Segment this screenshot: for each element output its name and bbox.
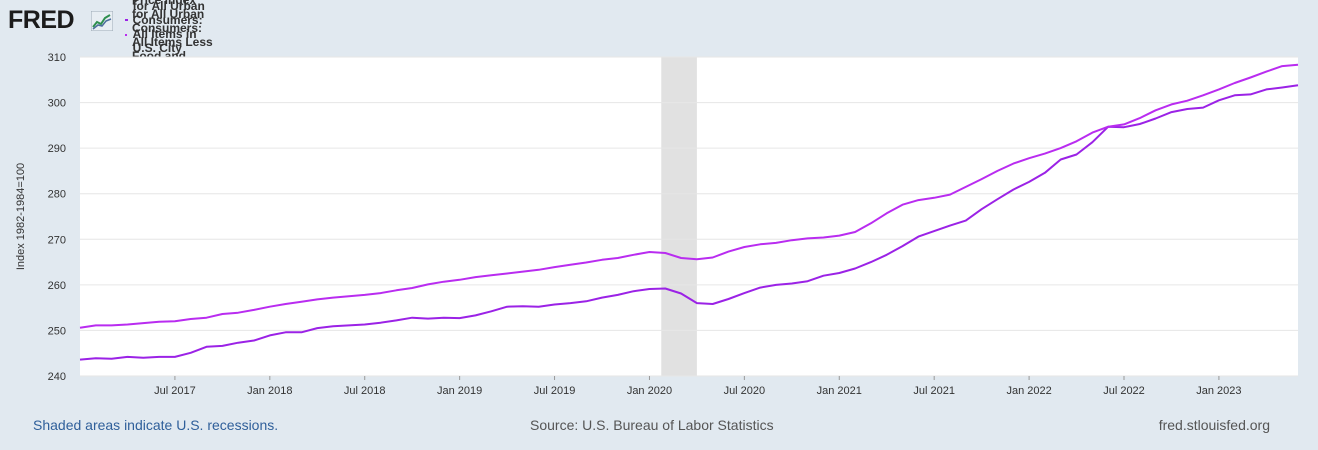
y-tick-label: 240 (48, 371, 66, 383)
legend-swatch-all (125, 18, 128, 21)
x-tick-label: Jul 2021 (913, 385, 955, 397)
fred-chart-icon (91, 11, 113, 31)
recession-shade (661, 57, 697, 376)
x-tick-label: Jul 2020 (724, 385, 766, 397)
legend-swatch-core (125, 33, 127, 36)
x-tick-label: Jan 2020 (627, 385, 672, 397)
series-line-1 (79, 63, 1299, 329)
x-tick-label: Jan 2023 (1196, 385, 1241, 397)
site-link[interactable]: fred.stlouisfed.org (1158, 417, 1270, 433)
y-tick-label: 290 (48, 143, 66, 155)
x-tick-label: Jan 2021 (817, 385, 862, 397)
x-tick-label: Jul 2019 (534, 385, 576, 397)
y-tick-label: 250 (48, 325, 66, 337)
fred-logo[interactable]: FRED (8, 6, 75, 34)
y-axis-title: Index 1982-1984=100 (15, 163, 27, 270)
y-tick-label: 270 (48, 234, 66, 246)
recession-note[interactable]: Shaded areas indicate U.S. recessions. (33, 417, 279, 433)
x-tick-label: Jan 2018 (247, 385, 292, 397)
y-tick-label: 260 (48, 280, 66, 292)
y-tick-label: 300 (48, 98, 66, 110)
x-tick-label: Jan 2019 (437, 385, 482, 397)
x-tick-label: Jul 2017 (154, 385, 196, 397)
x-tick-label: Jul 2018 (344, 385, 386, 397)
series-line-0 (79, 84, 1299, 361)
x-tick-label: Jan 2022 (1006, 385, 1051, 397)
y-tick-label: 310 (48, 52, 66, 64)
source-note: Source: U.S. Bureau of Labor Statistics (530, 417, 774, 433)
x-tick-label: Jul 2022 (1103, 385, 1145, 397)
y-tick-label: 280 (48, 189, 66, 201)
